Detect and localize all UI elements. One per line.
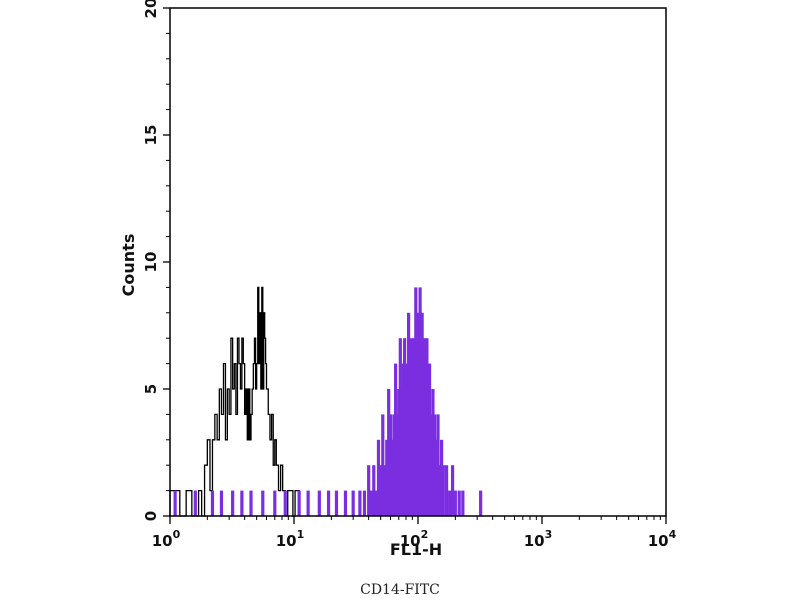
histogram-bar [358, 490, 362, 516]
histogram-bar [392, 414, 396, 516]
histogram-bar [306, 490, 310, 516]
y-tick-label: 0 [142, 511, 160, 521]
y-axis-label: Counts [119, 234, 138, 297]
histogram-bar [436, 414, 440, 516]
histogram-bar [434, 439, 438, 516]
x-tick-label: 103 [524, 528, 553, 550]
histogram-bar [444, 465, 449, 516]
y-tick-label: 20 [142, 0, 160, 18]
histogram-bar [273, 490, 277, 516]
histogram-bar [249, 490, 253, 516]
histogram-bar [457, 490, 461, 516]
histogram-bar [379, 465, 383, 516]
histogram-bar [362, 490, 367, 516]
histogram-bar [297, 490, 301, 516]
histogram-bar [376, 439, 381, 516]
x-tick-exponent: 2 [421, 528, 429, 541]
histogram-bar [450, 465, 455, 516]
histogram-bar [438, 465, 442, 516]
x-axis-label: FL1-H [390, 540, 442, 559]
histogram-bar [453, 490, 457, 516]
histogram-bar [388, 414, 393, 516]
y-tick-label: 15 [142, 125, 160, 146]
series-layer [169, 286, 483, 517]
x-tick-exponent: 1 [297, 528, 305, 541]
histogram-bar [343, 490, 348, 516]
series-control [169, 286, 300, 517]
histogram-bar [441, 465, 445, 516]
histogram-bar [387, 389, 391, 516]
histogram-bar [283, 490, 287, 516]
x-tick-exponent: 4 [669, 528, 677, 541]
histogram-bar [317, 490, 321, 516]
histogram-bar [431, 389, 435, 516]
histogram-bar [372, 465, 376, 516]
histogram-bar [369, 490, 373, 516]
histogram-bar [427, 363, 432, 516]
histogram-bar [429, 414, 433, 516]
control-histogram-line [169, 286, 300, 517]
histogram-bar [210, 490, 215, 516]
histogram-bar [334, 490, 339, 516]
y-tick-label: 5 [142, 384, 160, 394]
histogram-bar [381, 414, 385, 516]
histogram-bar [240, 490, 244, 516]
histogram-bar [390, 439, 394, 516]
histogram-bar [231, 490, 235, 516]
histogram-bar [383, 465, 387, 516]
histogram-bar [440, 439, 444, 516]
histogram-bar [219, 490, 224, 516]
x-tick-exponent: 3 [545, 528, 553, 541]
histogram-bar [351, 490, 355, 516]
x-tick-label: 104 [648, 528, 677, 550]
histogram-bar [193, 490, 197, 516]
x-tick-label: 100 [152, 528, 181, 550]
histogram-bar [173, 490, 177, 516]
histogram-bar [326, 490, 331, 516]
histogram-bar [367, 465, 371, 516]
figure-caption: CD14-FITC [360, 582, 440, 598]
histogram-bar [261, 490, 265, 516]
histogram-bar [479, 490, 483, 516]
y-tick-label: 10 [142, 252, 160, 273]
x-tick-exponent: 0 [173, 528, 181, 541]
histogram-bar [374, 490, 378, 516]
histogram-bar [448, 490, 452, 516]
series-stained [173, 287, 483, 516]
x-tick-label: 101 [276, 528, 305, 550]
histogram-bar [394, 363, 398, 516]
histogram-bar [385, 439, 389, 516]
histogram-bar [461, 490, 465, 516]
